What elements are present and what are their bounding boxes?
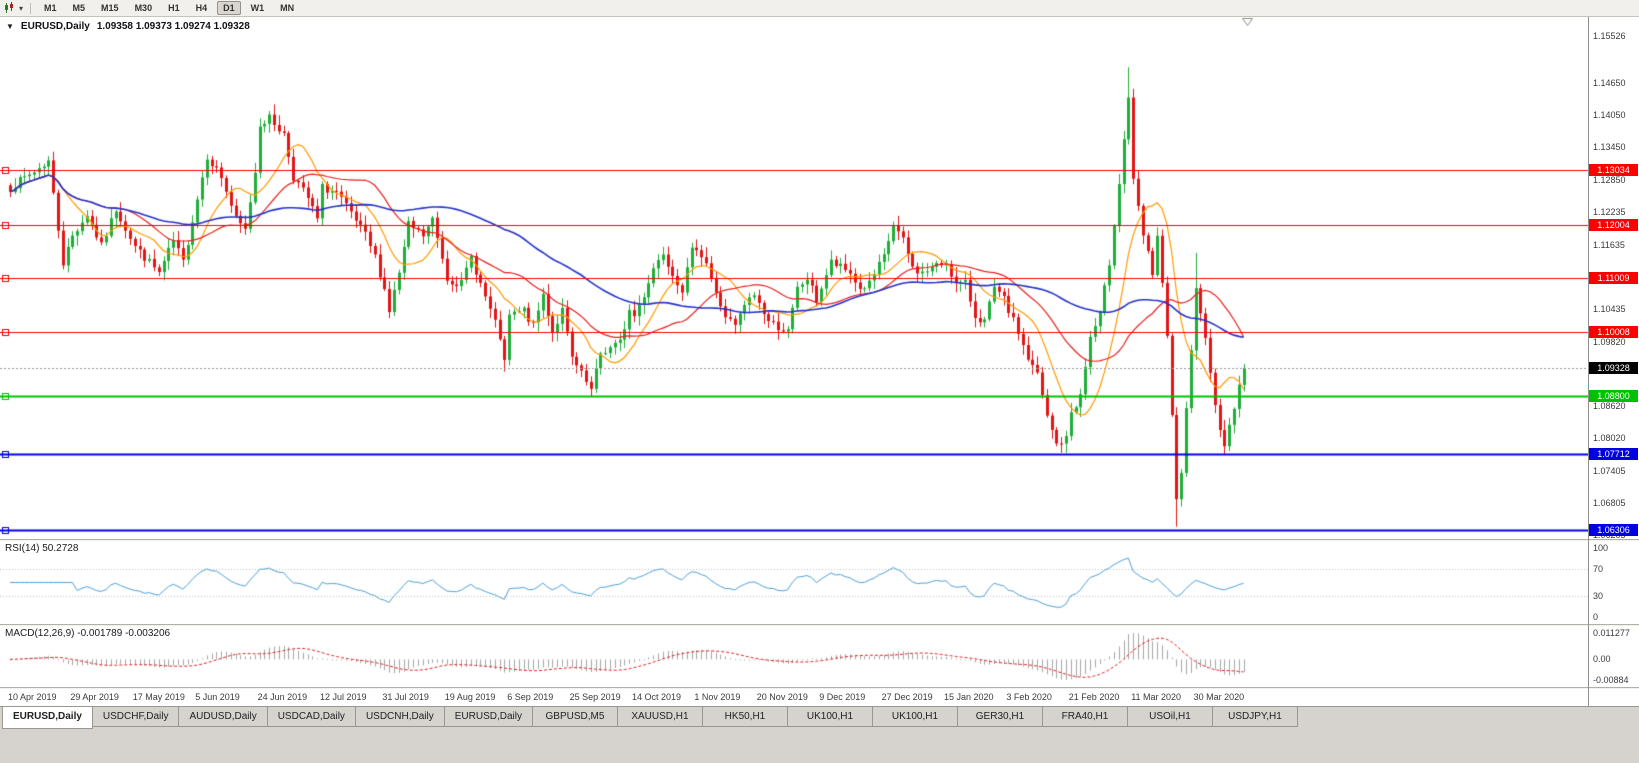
chart-tab-11[interactable]: GER30,H1 [956, 707, 1043, 727]
chart-tab-5[interactable]: EURUSD,Daily [443, 707, 533, 727]
price-axis-tick: 1.15526 [1593, 31, 1626, 42]
price-line-label: 1.06306 [1589, 523, 1638, 536]
price-axis-tick: 1.07405 [1593, 465, 1626, 476]
price-axis-tick: 1.14650 [1593, 78, 1626, 89]
chart-tab-8[interactable]: HK50,H1 [701, 707, 788, 727]
timeframe-button-mn[interactable]: MN [280, 3, 295, 13]
price-line-label: 1.08800 [1589, 390, 1638, 403]
date-axis-label: 5 Jun 2019 [195, 692, 240, 702]
price-line-label: 1.11009 [1589, 272, 1638, 285]
rsi-indicator-canvas[interactable] [0, 540, 1588, 625]
date-axis-label: 6 Sep 2019 [507, 692, 554, 702]
timeframe-button-m5[interactable]: M5 [72, 3, 86, 13]
rsi-axis-tick: 30 [1593, 591, 1604, 602]
candlestick-chart-icon[interactable] [4, 2, 17, 14]
price-line-label: 1.12004 [1589, 218, 1638, 231]
panel-separator[interactable] [0, 624, 1639, 626]
chart-title-row: ▼ EURUSD,Daily 1.09358 1.09373 1.09274 1… [6, 21, 250, 32]
date-axis-label: 25 Sep 2019 [569, 692, 621, 702]
date-axis-label: 24 Jun 2019 [257, 692, 308, 702]
date-axis-label: 10 Apr 2019 [8, 692, 57, 702]
price-axis-tick: 1.08020 [1593, 432, 1626, 443]
date-axis-label: 30 Mar 2020 [1193, 692, 1245, 702]
chart-tab-10[interactable]: UK100,H1 [871, 707, 958, 727]
macd-axis-tick: 0.011277 [1593, 628, 1630, 638]
date-axis-label: 12 Jul 2019 [320, 692, 367, 702]
price-axis-tick: 1.12235 [1593, 207, 1626, 218]
price-axis-tick: 1.10435 [1593, 303, 1626, 314]
price-axis-tick: 1.06805 [1593, 497, 1626, 508]
panel-separator[interactable] [0, 539, 1639, 541]
timeframe-button-h1[interactable]: H1 [168, 3, 180, 13]
chart-symbol-label: EURUSD,Daily [20, 21, 90, 32]
date-axis-label: 1 Nov 2019 [694, 692, 741, 702]
date-axis-label: 14 Oct 2019 [632, 692, 682, 702]
chart-tab-2[interactable]: AUDUSD,Daily [178, 707, 268, 727]
price-line-label: 1.13034 [1589, 163, 1638, 176]
current-price-label: 1.09328 [1589, 361, 1638, 374]
price-line-label: 1.10008 [1589, 325, 1638, 338]
timeframe-button-h4[interactable]: H4 [195, 3, 208, 13]
macd-header: MACD(12,26,9) -0.001789 -0.003206 [5, 628, 171, 639]
date-axis-label: 27 Dec 2019 [881, 692, 933, 702]
price-axis-tick: 1.11635 [1593, 239, 1625, 250]
triangle-down-icon[interactable]: ▼ [6, 22, 14, 31]
price-axis-tick: 1.13450 [1593, 142, 1626, 153]
timeframe-button-m30[interactable]: M30 [134, 3, 153, 13]
date-axis-label: 19 Aug 2019 [444, 692, 496, 702]
date-axis-label: 20 Nov 2019 [756, 692, 808, 702]
chart-tab-3[interactable]: USDCAD,Daily [266, 707, 356, 727]
chart-tab-0[interactable]: EURUSD,Daily [2, 707, 93, 729]
macd-indicator-canvas[interactable] [0, 625, 1588, 688]
chart-tab-6[interactable]: GBPUSD,M5 [531, 707, 618, 727]
price-axis-border [1588, 17, 1589, 706]
chart-tab-12[interactable]: FRA40,H1 [1041, 707, 1128, 727]
date-axis-label: 21 Feb 2020 [1068, 692, 1120, 702]
chart-tab-7[interactable]: XAUUSD,H1 [616, 707, 703, 727]
macd-axis-tick: -0.00884 [1593, 675, 1629, 685]
date-axis-label: 15 Jan 2020 [944, 692, 994, 702]
date-axis-label: 11 Mar 2020 [1131, 692, 1182, 702]
timeframe-button-m15[interactable]: M15 [101, 3, 119, 13]
rsi-axis-tick: 0 [1593, 612, 1599, 622]
timeframe-button-m1[interactable]: M1 [44, 3, 57, 13]
chart-ohlc-values: 1.09358 1.09373 1.09274 1.09328 [96, 21, 250, 32]
date-axis-label: 17 May 2019 [132, 692, 185, 702]
timeframe-button-group: M1 M5 M15 M30 H1 H4 D1 W1 MN [36, 1, 302, 15]
rsi-axis-tick: 70 [1593, 563, 1604, 574]
price-chart-canvas[interactable] [0, 17, 1588, 540]
rsi-header: RSI(14) 50.2728 [5, 543, 79, 554]
timeframe-toolbar: ▾ M1 M5 M15 M30 H1 H4 D1 W1 MN [0, 0, 1639, 17]
date-axis-label: 31 Jul 2019 [382, 692, 429, 702]
toolbar-separator [30, 2, 32, 14]
macd-axis-tick: 0.00 [1593, 654, 1611, 665]
chevron-down-icon[interactable]: ▾ [19, 3, 24, 13]
chart-tab-1[interactable]: USDCHF,Daily [91, 707, 180, 727]
price-axis-tick: 1.08620 [1593, 400, 1626, 411]
price-axis-tick: 1.12850 [1593, 174, 1626, 185]
timeframe-button-w1[interactable]: W1 [250, 3, 265, 13]
chart-tab-13[interactable]: USOil,H1 [1126, 707, 1213, 727]
panel-separator [0, 687, 1639, 689]
date-axis-label: 29 Apr 2019 [70, 692, 119, 702]
chart-tab-4[interactable]: USDCNH,Daily [354, 707, 445, 727]
price-axis-tick: 1.09820 [1593, 336, 1626, 347]
timeframe-button-d1[interactable]: D1 [217, 1, 241, 15]
price-line-label: 1.07712 [1589, 448, 1638, 461]
date-axis-label: 3 Feb 2020 [1006, 692, 1052, 702]
date-axis-label: 9 Dec 2019 [819, 692, 866, 702]
price-axis-tick: 1.14050 [1593, 110, 1626, 121]
chart-tab-9[interactable]: UK100,H1 [786, 707, 873, 727]
chart-tab-bar: EURUSD,Daily USDCHF,Daily AUDUSD,Daily USDC… [0, 706, 1639, 731]
chart-tab-14[interactable]: USDJPY,H1 [1211, 707, 1298, 727]
rsi-axis-tick: 100 [1593, 543, 1609, 553]
